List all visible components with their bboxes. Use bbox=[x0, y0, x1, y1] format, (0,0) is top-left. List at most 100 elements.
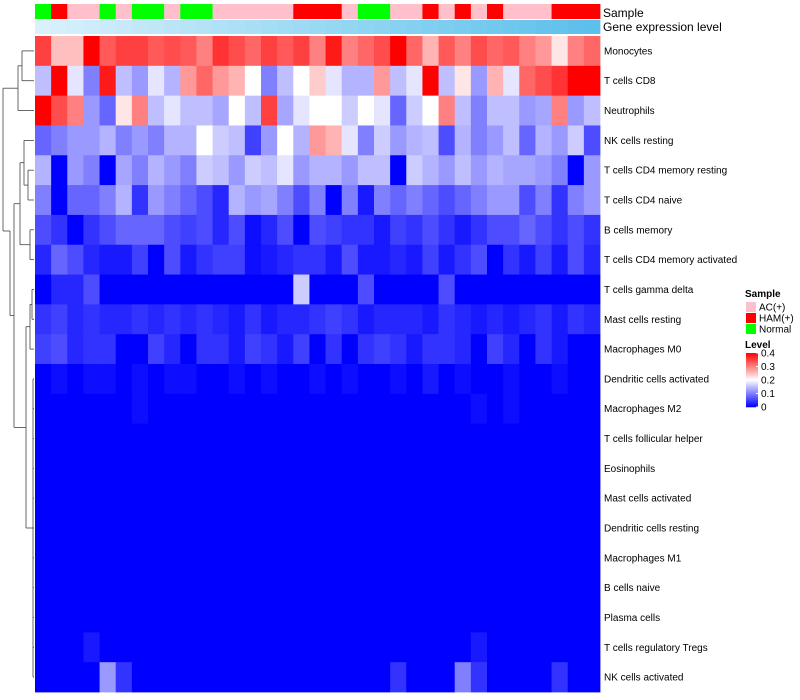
heatmap-cell bbox=[374, 274, 391, 305]
heatmap-cell bbox=[438, 364, 456, 395]
level-colorbar-segment bbox=[746, 394, 758, 396]
heatmap-cell bbox=[470, 662, 488, 693]
row-label: NK cells resting bbox=[604, 136, 673, 147]
heatmap-cell bbox=[325, 155, 343, 186]
heatmap-cell bbox=[422, 393, 439, 425]
heatmap-cell bbox=[567, 334, 585, 365]
heatmap-cell bbox=[212, 65, 230, 97]
sample-legend: Sample AC(+)HAM(+)Normal bbox=[745, 289, 794, 336]
heatmap-cell bbox=[357, 364, 375, 395]
heatmap-cell bbox=[454, 214, 472, 246]
heatmap-cell bbox=[293, 65, 310, 97]
sample-annotation-cell bbox=[341, 4, 359, 19]
row-label: Eosinophils bbox=[604, 464, 655, 475]
heatmap-cell bbox=[503, 423, 520, 454]
heatmap-cell bbox=[148, 95, 165, 126]
heatmap-cell bbox=[261, 334, 278, 365]
heatmap-cell bbox=[551, 125, 569, 156]
level-colorbar-segment bbox=[746, 373, 758, 375]
heatmap-cell bbox=[35, 483, 52, 514]
heatmap-cell bbox=[535, 244, 552, 275]
sample-annotation-cell bbox=[148, 4, 165, 19]
heatmap-cell bbox=[51, 513, 68, 544]
heatmap-cell bbox=[357, 125, 375, 156]
heatmap-cell bbox=[293, 364, 310, 395]
heatmap-cell bbox=[261, 214, 278, 246]
heatmap-cell bbox=[470, 602, 488, 633]
sample-annotation-cell bbox=[180, 4, 197, 19]
heatmap-cell bbox=[390, 334, 407, 365]
heatmap-cell bbox=[551, 483, 569, 514]
heatmap-cell bbox=[325, 453, 343, 484]
level-legend: Level 0.4 0.3 0.2 0.1 0 bbox=[745, 340, 775, 414]
heatmap-cell bbox=[454, 155, 472, 186]
heatmap-cell bbox=[503, 214, 520, 246]
heatmap-cell bbox=[131, 36, 149, 67]
heatmap-cell bbox=[422, 453, 439, 484]
heatmap-cell bbox=[261, 513, 278, 544]
heatmap-cell bbox=[180, 95, 197, 126]
heatmap-cell bbox=[293, 662, 310, 693]
level-colorbar-segment bbox=[746, 367, 758, 369]
heatmap-cell bbox=[422, 95, 439, 126]
heatmap-cell bbox=[115, 155, 133, 186]
heatmap-cell bbox=[454, 393, 472, 425]
heatmap-cell bbox=[325, 364, 343, 395]
heatmap-cell bbox=[293, 274, 310, 305]
heatmap-cell bbox=[83, 244, 100, 275]
heatmap-cell bbox=[422, 542, 439, 574]
heatmap-cell bbox=[293, 572, 310, 603]
heatmap-cell bbox=[164, 125, 181, 156]
heatmap-cell bbox=[228, 632, 246, 663]
heatmap-cell bbox=[374, 423, 391, 454]
gene-expression-annotation-cell bbox=[470, 20, 488, 34]
sample-annotation-cell bbox=[438, 4, 456, 19]
level-colorbar-segment bbox=[746, 371, 758, 373]
heatmap-cell bbox=[422, 602, 439, 633]
heatmap-cell bbox=[583, 453, 601, 484]
heatmap-cell bbox=[131, 155, 149, 186]
heatmap-cell bbox=[438, 602, 456, 633]
heatmap-cell bbox=[293, 334, 310, 365]
heatmap-cell bbox=[438, 125, 456, 156]
heatmap-cell bbox=[67, 483, 84, 514]
heatmap-cell bbox=[309, 423, 326, 454]
heatmap-cell bbox=[99, 274, 117, 305]
heatmap-cell bbox=[470, 36, 488, 67]
level-colorbar-segment bbox=[746, 365, 758, 367]
heatmap-cell bbox=[148, 244, 165, 275]
heatmap-cell bbox=[180, 602, 197, 633]
heatmap-cell bbox=[422, 36, 439, 67]
heatmap-cell bbox=[519, 513, 536, 544]
heatmap-cell bbox=[325, 304, 343, 335]
heatmap-cell bbox=[374, 155, 391, 186]
heatmap-cell bbox=[244, 274, 262, 305]
heatmap-cell bbox=[309, 36, 326, 67]
sample-annotation-cell bbox=[519, 4, 536, 19]
heatmap-cell bbox=[212, 214, 230, 246]
heatmap-cell bbox=[180, 65, 197, 97]
gene-expression-annotation-cell bbox=[309, 20, 326, 34]
heatmap-cell bbox=[309, 602, 326, 633]
heatmap-cell bbox=[51, 542, 68, 574]
heatmap-cell bbox=[293, 36, 310, 67]
heatmap-cell bbox=[164, 513, 181, 544]
heatmap-cell bbox=[325, 632, 343, 663]
heatmap-cell bbox=[583, 125, 601, 156]
heatmap-cell bbox=[390, 244, 407, 275]
sample-track-label: Sample bbox=[603, 6, 644, 20]
heatmap-cell bbox=[438, 542, 456, 574]
heatmap-cell bbox=[341, 95, 359, 126]
heatmap-cell bbox=[535, 155, 552, 186]
heatmap-cell bbox=[293, 125, 310, 156]
heatmap-cell bbox=[180, 632, 197, 663]
sample-annotation-cell bbox=[535, 4, 552, 19]
heatmap-cell bbox=[212, 572, 230, 603]
heatmap-cell bbox=[357, 483, 375, 514]
heatmap-cell bbox=[131, 244, 149, 275]
heatmap-cell bbox=[325, 423, 343, 454]
heatmap-cell bbox=[148, 334, 165, 365]
heatmap-cell bbox=[309, 542, 326, 574]
heatmap-cell bbox=[567, 602, 585, 633]
heatmap-cell bbox=[487, 304, 504, 335]
